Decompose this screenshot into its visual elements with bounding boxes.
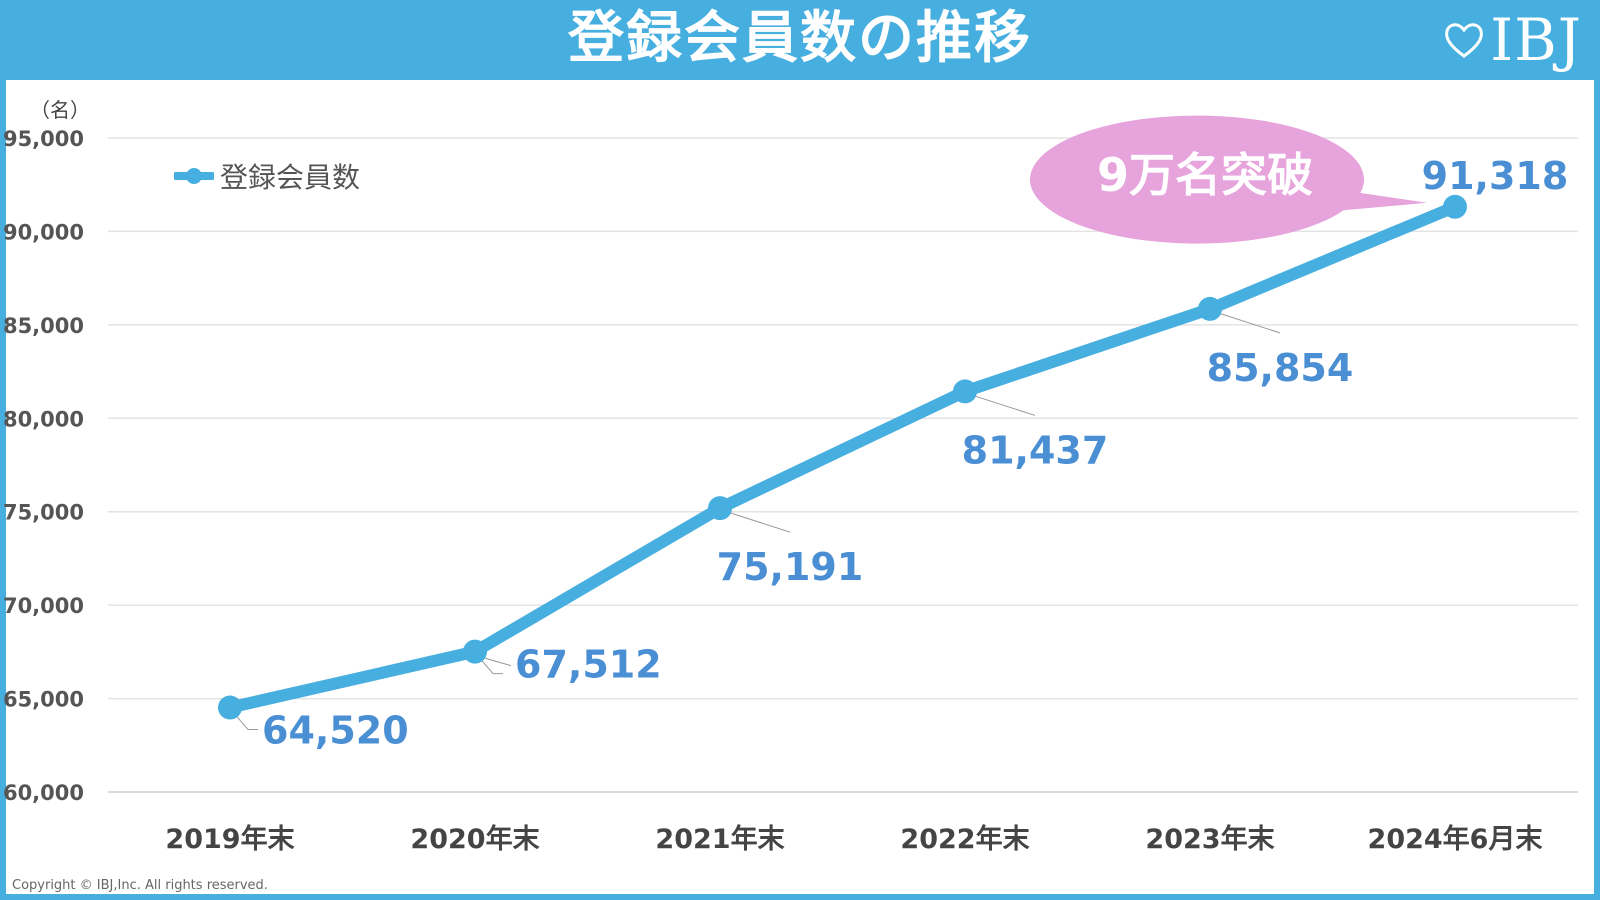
logo-text: IBJ [1490, 6, 1582, 74]
x-category-label: 2022年末 [900, 823, 1029, 855]
y-tick-label: 60,000 [3, 781, 84, 805]
y-axis-unit: （名） [30, 98, 90, 122]
legend: 登録会員数 [174, 156, 360, 196]
data-label: 85,854 [1207, 346, 1354, 390]
label-leader-line [480, 659, 503, 675]
x-category-label: 2019年末 [165, 823, 294, 855]
page-title: 登録会員数の推移 [568, 6, 1032, 71]
ibj-logo: IBJ [1442, 2, 1582, 78]
x-category-label: 2020年末 [410, 823, 539, 855]
x-category-label: 2021年末 [655, 823, 784, 855]
label-leader-line [1217, 312, 1281, 334]
data-point [1198, 296, 1222, 321]
callout-text: 9万名突破 [1097, 148, 1313, 202]
legend-label: 登録会員数 [220, 161, 361, 194]
callout-9man: 9万名突破 [1029, 115, 1427, 244]
series-line [224, 200, 1461, 714]
data-point [953, 379, 977, 404]
callout-bubble [1029, 115, 1427, 244]
y-tick-label: 70,000 [3, 594, 84, 618]
data-point [708, 496, 732, 521]
data-label: 81,437 [962, 428, 1109, 472]
x-category-label: 2024年6月末 [1368, 823, 1543, 855]
y-tick-label: 75,000 [3, 501, 84, 525]
y-tick-label: 65,000 [3, 688, 84, 712]
data-label: 91,318 [1422, 154, 1569, 198]
legend-line-marker [174, 168, 214, 184]
data-point [463, 639, 487, 664]
label-leader-line [727, 511, 791, 533]
y-tick-label: 90,000 [3, 220, 84, 244]
copyright: Copyright © IBJ,Inc. All rights reserved… [12, 878, 268, 893]
header-bar [0, 0, 1600, 80]
label-leader-line [972, 394, 1036, 416]
y-tick-label: 85,000 [3, 314, 84, 338]
label-leader-line [235, 715, 258, 731]
data-point [218, 695, 242, 720]
data-point [1443, 194, 1467, 219]
x-category-label: 2023年末 [1145, 823, 1274, 855]
data-label: 64,520 [262, 709, 409, 753]
y-tick-label: 80,000 [3, 407, 84, 431]
data-label: 67,512 [515, 643, 662, 687]
data-label: 75,191 [717, 545, 864, 589]
y-tick-label: 95,000 [3, 127, 84, 151]
heart-outline-icon [1445, 23, 1484, 58]
